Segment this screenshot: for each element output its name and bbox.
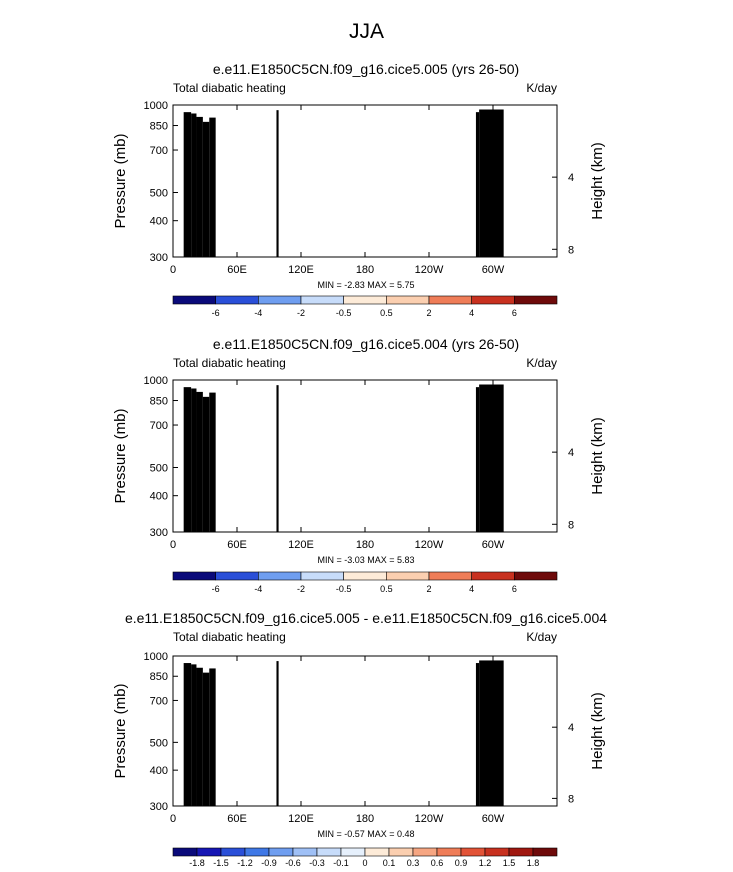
x-tick-label: 60E	[227, 264, 247, 276]
min-max-stats: MIN = -2.83 MAX = 5.75	[317, 280, 414, 290]
colorbar-label: 6	[512, 308, 517, 318]
terrain-mask	[183, 112, 192, 257]
colorbar-label: -2	[297, 308, 305, 318]
terrain-mask	[276, 110, 279, 258]
y-tick-label: 850	[150, 121, 168, 133]
terrain-mask	[196, 116, 203, 257]
y-axis-title: Pressure (mb)	[112, 133, 129, 228]
x-tick-label: 0	[170, 264, 176, 276]
panel-variable-label: Total diabatic heating	[173, 356, 286, 370]
colorbar-box	[300, 295, 344, 305]
x-tick-label: 120E	[288, 264, 314, 276]
y-tick-label: 500	[150, 188, 168, 200]
colorbar-box	[386, 295, 430, 305]
panel-variable-label: Total diabatic heating	[173, 81, 286, 95]
y-tick-label: 1000	[144, 100, 168, 112]
right-tick-label: 4	[568, 172, 574, 184]
colorbar-box	[172, 295, 216, 305]
colorbar-label: 2	[426, 308, 431, 318]
panel-units-label: K/day	[526, 81, 557, 95]
panel-title: e.e11.E1850C5CN.f09_g16.cice5.004 (yrs 2…	[213, 336, 519, 352]
terrain-mask	[475, 112, 480, 257]
panel-1: e.e11.E1850C5CN.f09_g16.cice5.005 (yrs 2…	[112, 61, 606, 318]
terrain-mask	[202, 121, 210, 258]
terrain-mask	[191, 113, 197, 257]
colorbar-box	[471, 295, 515, 305]
panel-2: e.e11.E1850C5CN.f09_g16.cice5.004 (yrs 2…	[112, 336, 606, 594]
page-title: JJA	[348, 20, 384, 43]
y-axis-right-title: Height (km)	[589, 142, 606, 220]
colorbar-label: -6	[212, 308, 220, 318]
right-tick-label: 8	[568, 244, 574, 256]
y-tick-label: 700	[150, 145, 168, 157]
terrain-mask	[209, 117, 216, 257]
panel-title: e.e11.E1850C5CN.f09_g16.cice5.005 (yrs 2…	[213, 61, 519, 77]
colorbar-box	[215, 295, 259, 305]
x-tick-label: 60W	[482, 264, 505, 276]
panel-units-label: K/day	[526, 356, 557, 370]
colorbar-box	[428, 295, 472, 305]
colorbar: -6 -4 -2 -0.5 0.5 2 4 6	[172, 295, 558, 318]
colorbar-box	[343, 295, 387, 305]
y-tick-label: 400	[150, 216, 168, 228]
x-tick-label: 180	[356, 264, 374, 276]
colorbar-label: 0.5	[380, 308, 393, 318]
y-tick-label: 300	[150, 252, 168, 264]
colorbar-box	[514, 295, 558, 305]
terrain-mask	[479, 109, 504, 257]
colorbar-label: 4	[469, 308, 474, 318]
colorbar-label: -0.5	[336, 308, 352, 318]
colorbar-label: -4	[254, 308, 262, 318]
colorbar-box	[258, 295, 302, 305]
x-tick-label: 120W	[415, 264, 444, 276]
